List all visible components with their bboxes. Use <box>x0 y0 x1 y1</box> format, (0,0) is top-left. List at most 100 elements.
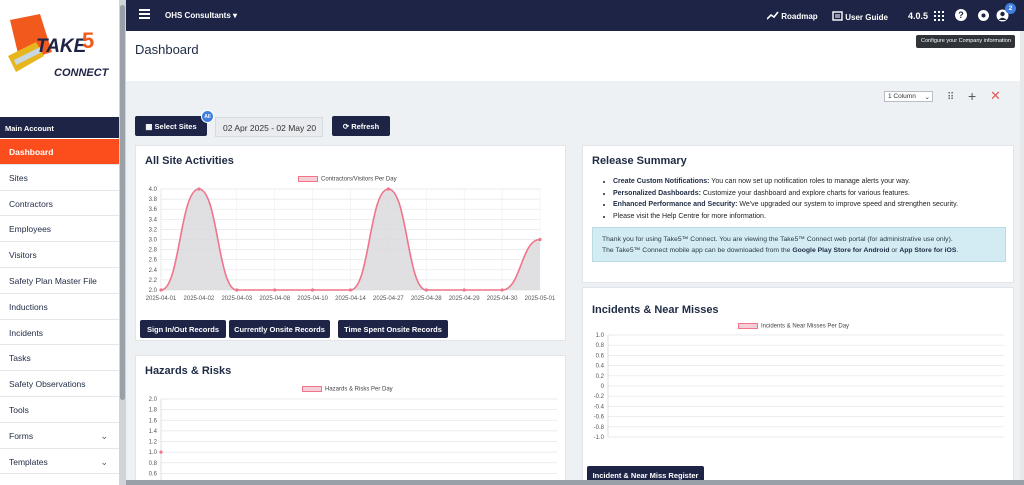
trend-icon <box>766 11 779 20</box>
sidebar-item-contractors[interactable]: Contractors <box>0 191 120 217</box>
take5-logo[interactable]: TAKE 5 CONNECT <box>0 0 125 117</box>
sidebar-item-forms[interactable]: Forms ⌄ <box>0 423 120 449</box>
caret-down-icon: ▾ <box>233 11 238 20</box>
x-tick-label: 2025-04-08 <box>259 296 290 302</box>
x-tick-label: 2025-04-14 <box>335 296 366 302</box>
notice-line: The Take5™ Connect mobile app can be dow… <box>602 247 959 254</box>
sidebar-item-employees[interactable]: Employees <box>0 216 120 243</box>
app-store-link[interactable]: App Store for iOS <box>899 247 957 254</box>
book-icon <box>832 11 843 21</box>
sidebar-item-safety-observations[interactable]: Safety Observations <box>0 371 120 397</box>
select-sites-button[interactable]: ▦ Select Sites <box>135 116 207 136</box>
hazards-chart: 2.01.81.61.41.21.00.80.60.4 <box>149 397 557 485</box>
user-guide-link[interactable]: User Guide <box>832 11 888 22</box>
x-tick-label: 2025-04-27 <box>373 296 404 302</box>
sign-in-out-records-button[interactable]: Sign In/Out Records <box>140 320 226 338</box>
data-point <box>386 187 390 191</box>
company-settings-icon[interactable] <box>977 9 990 24</box>
y-tick-label: 2.0 <box>149 397 158 403</box>
y-tick-label: 2.6 <box>149 258 158 264</box>
sidebar: TAKE 5 CONNECT Main Account Dashboard Si… <box>0 0 126 485</box>
sidebar-item-incidents[interactable]: Incidents <box>0 320 120 346</box>
y-tick-label: -0.2 <box>594 394 605 400</box>
data-point <box>159 288 163 292</box>
panel-title: Hazards & Risks <box>145 365 232 377</box>
x-tick-label: 2025-04-01 <box>146 296 177 302</box>
y-tick-label: 1.0 <box>596 333 605 339</box>
release-summary-panel: Release Summary Create Custom Notificati… <box>582 145 1014 283</box>
y-tick-label: 0.8 <box>596 343 605 349</box>
sidebar-item-tools[interactable]: Tools <box>0 397 120 423</box>
list-item: Please visit the Help Centre for more in… <box>613 211 983 223</box>
user-account-icon[interactable] <box>996 9 1009 24</box>
chart-legend[interactable]: Hazards & Risks Per Day <box>302 386 393 393</box>
incidents-chart: 1.0 0.8 0.6 0.4 0.2 0 -0.2 -0.4 -0.6 -0.8 -1.0 <box>594 333 1004 441</box>
version-label: 4.0.5 <box>908 11 929 21</box>
chart-legend[interactable]: Contractors/Visitors Per Day <box>298 176 397 183</box>
refresh-icon: ⟳ <box>342 122 350 131</box>
list-item: Personalized Dashboards: Customize your … <box>613 188 983 200</box>
org-selector[interactable]: OHS Consultants ▾ <box>165 11 237 20</box>
data-point <box>311 288 315 292</box>
currently-onsite-records-button[interactable]: Currently Onsite Records <box>229 320 330 338</box>
roadmap-link[interactable]: Roadmap <box>766 11 818 21</box>
sidebar-item-safety-plan[interactable]: Safety Plan Master File <box>0 268 120 294</box>
y-tick-label: 0.4 <box>596 364 605 370</box>
y-tick-label: 2.8 <box>149 248 158 254</box>
y-tick-label: 2.0 <box>149 288 158 294</box>
y-tick-label: -0.6 <box>594 415 605 421</box>
date-range-input[interactable]: 02 Apr 2025 - 02 May 20 <box>215 117 323 137</box>
time-spent-onsite-records-button[interactable]: Time Spent Onsite Records <box>338 320 448 338</box>
sidebar-item-dashboard[interactable]: Dashboard <box>0 139 120 165</box>
y-tick-label: 4.0 <box>149 187 158 193</box>
sidebar-item-templates[interactable]: Templates ⌄ <box>0 449 120 475</box>
refresh-button[interactable]: ⟳ Refresh <box>332 116 390 136</box>
building-icon: ▦ <box>145 122 153 131</box>
apps-grid-icon[interactable] <box>934 11 944 23</box>
add-widget-icon[interactable]: + <box>968 88 977 104</box>
activities-chart: 4.0 3.8 3.6 3.4 3.2 3.0 2.8 2.6 2.4 2.2 2.0 2025-04… <box>146 187 556 302</box>
help-icon[interactable]: ? <box>955 9 967 21</box>
chevron-down-icon: ⌄ <box>100 456 108 467</box>
chevron-down-icon: ⌄ <box>100 430 108 441</box>
hazards-panel: Hazards & Risks Hazards & Risks Per Day … <box>135 355 566 485</box>
google-play-link[interactable]: Google Play Store for Android <box>792 247 890 254</box>
x-tick-label: 2025-04-03 <box>221 296 252 302</box>
incident-register-button[interactable]: Incident & Near Miss Register <box>587 466 704 484</box>
y-tick-label: 0.6 <box>596 353 605 359</box>
drag-handle-icon[interactable]: ⠿ <box>947 92 955 103</box>
data-point <box>273 288 277 292</box>
data-point <box>462 288 466 292</box>
svg-text:TAKE: TAKE <box>36 36 88 57</box>
column-select-value: 1 Column <box>888 93 916 100</box>
y-tick-label: 1.6 <box>149 418 158 424</box>
legend-swatch <box>738 323 758 329</box>
legend-label: Incidents & Near Misses Per Day <box>761 323 850 330</box>
y-tick-label: 3.4 <box>149 217 158 223</box>
horizontal-scrollbar[interactable] <box>126 480 1024 485</box>
column-select[interactable]: 1 Column ⌄ <box>884 91 933 102</box>
panel-title: All Site Activities <box>145 155 234 167</box>
sidebar-scrollbar-thumb[interactable] <box>120 5 125 400</box>
y-tick-label: 1.8 <box>149 408 158 414</box>
sidebar-section-title: Main Account <box>0 117 120 138</box>
data-point <box>500 288 504 292</box>
sidebar-item-tasks[interactable]: Tasks <box>0 345 120 372</box>
sidebar-item-inductions[interactable]: Inductions <box>0 294 120 320</box>
y-tick-label: 1.4 <box>149 429 158 435</box>
x-tick-label: 2025-04-10 <box>297 296 328 302</box>
sidebar-item-visitors[interactable]: Visitors <box>0 242 120 268</box>
menu-icon[interactable] <box>139 9 150 22</box>
svg-text:CONNECT: CONNECT <box>54 67 110 79</box>
sidebar-item-label: Forms <box>9 430 34 441</box>
main-scrollbar[interactable] <box>1020 31 1024 480</box>
sidebar-item-sites[interactable]: Sites <box>0 165 120 191</box>
y-tick-label: 0.8 <box>149 461 158 467</box>
legend-label: Contractors/Visitors Per Day <box>321 176 397 183</box>
x-tick-label: 2025-04-30 <box>487 296 518 302</box>
sidebar-item-label: Templates <box>9 456 48 467</box>
close-icon[interactable]: ✕ <box>990 88 1001 103</box>
chart-legend[interactable]: Incidents & Near Misses Per Day <box>738 323 849 330</box>
refresh-label: Refresh <box>351 122 380 131</box>
legend-label: Hazards & Risks Per Day <box>325 386 393 393</box>
